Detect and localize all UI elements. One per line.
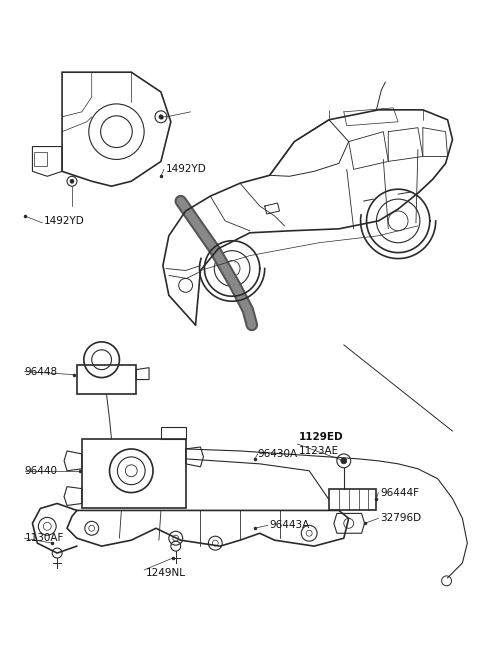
Text: 1249NL: 1249NL	[146, 568, 186, 578]
Text: 96440: 96440	[24, 466, 58, 476]
Text: 96444F: 96444F	[380, 487, 420, 498]
Circle shape	[341, 458, 347, 464]
Text: 1492YD: 1492YD	[44, 216, 85, 226]
Text: 96443A: 96443A	[270, 520, 310, 531]
Text: 1123AE: 1123AE	[300, 446, 339, 456]
Text: 96430A: 96430A	[258, 449, 298, 459]
Text: 96448: 96448	[24, 367, 58, 377]
Text: 1129ED: 1129ED	[300, 432, 344, 442]
Circle shape	[70, 179, 74, 183]
Circle shape	[159, 115, 163, 119]
Text: 32796D: 32796D	[380, 514, 421, 523]
Text: 1492YD: 1492YD	[166, 164, 206, 174]
Text: 1130AF: 1130AF	[24, 533, 64, 543]
